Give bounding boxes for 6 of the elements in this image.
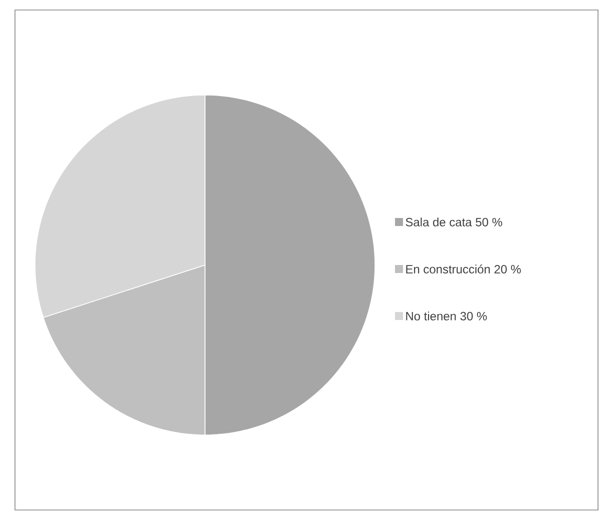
legend-label: Sala de cata: [406, 218, 472, 226]
legend-label: No tienen: [406, 312, 456, 320]
data-label: 30 %: [460, 312, 487, 320]
data-label: 50 %: [476, 218, 502, 226]
data-label: 20 %: [494, 264, 521, 274]
legend-label: En construcción: [406, 264, 490, 274]
